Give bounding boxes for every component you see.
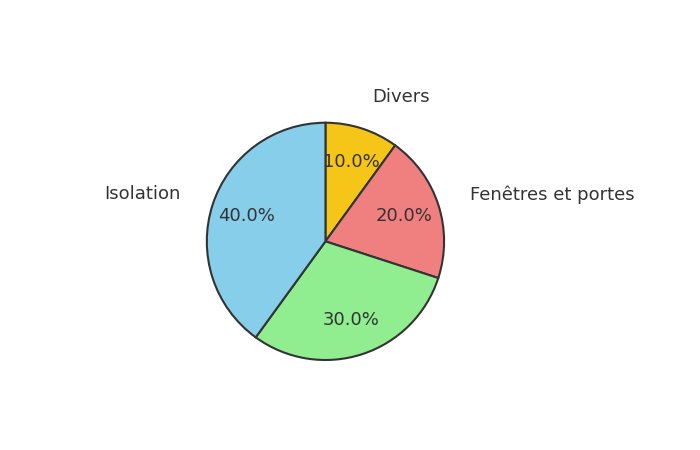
Text: 40.0%: 40.0% xyxy=(218,207,275,225)
Wedge shape xyxy=(206,123,326,338)
Text: 20.0%: 20.0% xyxy=(376,207,433,225)
Text: Isolation: Isolation xyxy=(105,185,181,203)
Wedge shape xyxy=(256,241,438,360)
Wedge shape xyxy=(326,145,444,278)
Text: Fenêtres et portes: Fenêtres et portes xyxy=(470,185,634,204)
Text: 10.0%: 10.0% xyxy=(323,153,379,171)
Text: 30.0%: 30.0% xyxy=(323,311,379,329)
Text: Divers: Divers xyxy=(372,88,430,106)
Wedge shape xyxy=(326,123,395,241)
